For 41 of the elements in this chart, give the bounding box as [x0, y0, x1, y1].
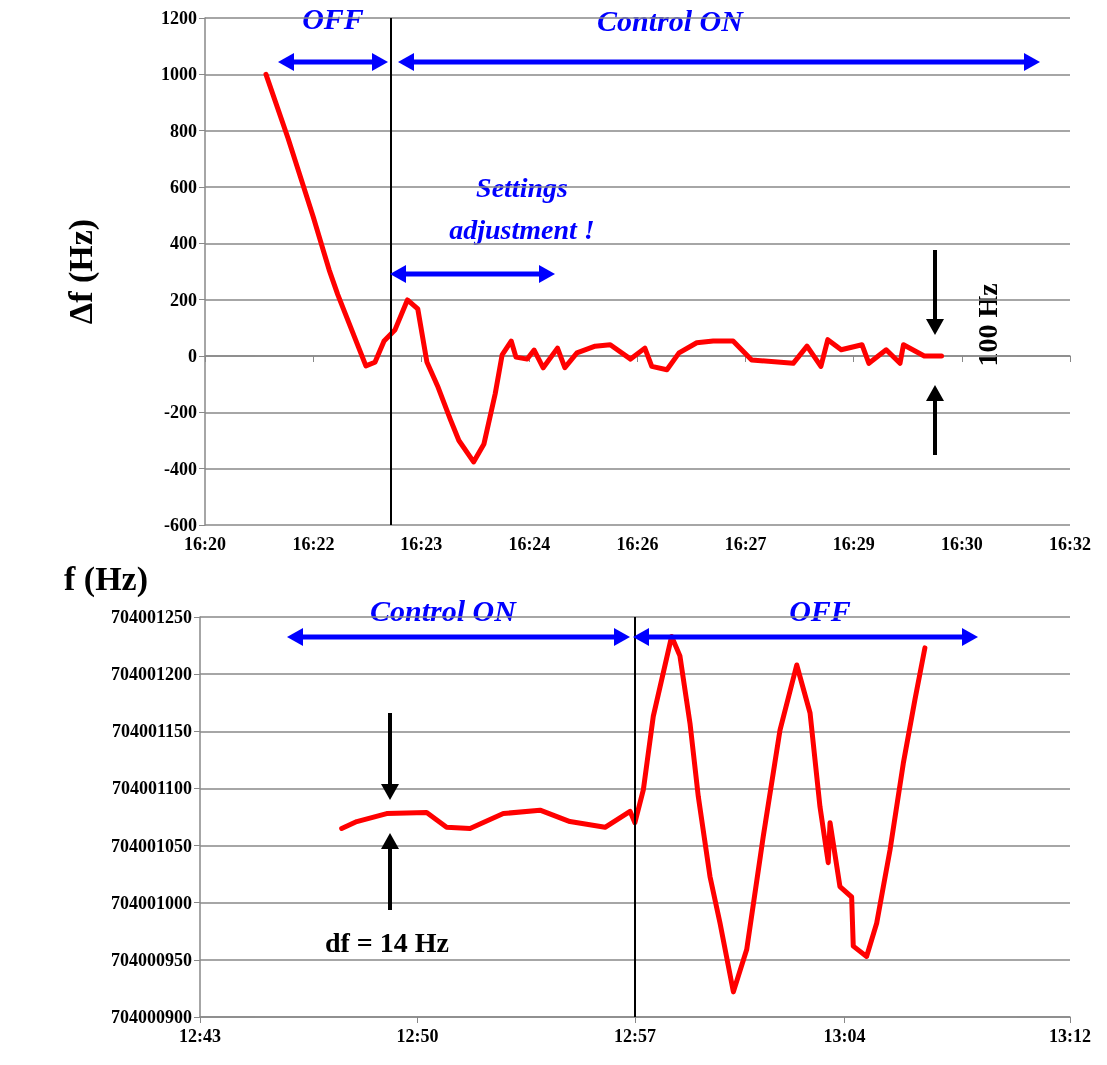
annotation: OFF [302, 1, 364, 35]
y-tick-label: 600 [170, 177, 197, 197]
x-tick-label: 16:32 [1049, 534, 1091, 554]
x-tick-label: 16:22 [292, 534, 335, 554]
y-tick-label: 200 [170, 289, 197, 310]
x-tick-label: 16:20 [184, 534, 226, 554]
x-tick-label: 13:12 [1049, 1026, 1091, 1046]
y-tick-label: -400 [164, 458, 197, 479]
x-tick-label: 16:29 [832, 534, 875, 554]
x-tick-label: 12:50 [396, 1026, 439, 1046]
y-tick-label: 1000 [161, 64, 197, 85]
y-tick-label: 704000900 [111, 1007, 192, 1027]
annotation: Control ON [370, 593, 518, 627]
annotation: Settings adjustment ! [449, 171, 595, 245]
y-tick-label: 0 [188, 346, 197, 366]
x-tick-label: 16:23 [400, 534, 443, 554]
annotation: Control ON [597, 3, 745, 37]
y-tick-label: 704001000 [111, 892, 192, 913]
y-tick-label: -600 [164, 515, 197, 535]
annotation: 100 Hz [971, 283, 1003, 367]
x-tick-label: 16:27 [724, 534, 767, 554]
y-tick-label: 704001050 [111, 835, 192, 856]
y-tick-label: 704001150 [111, 721, 192, 742]
y-axis-title: f (Hz) [63, 559, 148, 598]
y-tick-label: 400 [170, 233, 197, 254]
x-tick-label: 16:24 [508, 534, 551, 554]
y-tick-label: -200 [164, 402, 197, 423]
y-tick-label: 800 [170, 120, 197, 141]
x-tick-label: 12:43 [179, 1026, 221, 1046]
y-tick-label: 704001200 [111, 664, 192, 685]
y-tick-label: 704000950 [111, 949, 192, 970]
x-tick-label: 12:57 [613, 1026, 656, 1046]
annotation: OFF [789, 593, 851, 627]
annotation: df = 14 Hz [324, 926, 450, 958]
y-tick-label: 704001100 [111, 778, 192, 799]
x-tick-label: 16:30 [940, 534, 983, 554]
y-tick-label: 1200 [161, 8, 197, 28]
y-axis-title: Δf (Hz) [61, 218, 100, 325]
y-tick-label: 704001250 [111, 607, 192, 627]
x-tick-label: 16:26 [616, 534, 659, 554]
x-tick-label: 13:04 [823, 1026, 866, 1046]
